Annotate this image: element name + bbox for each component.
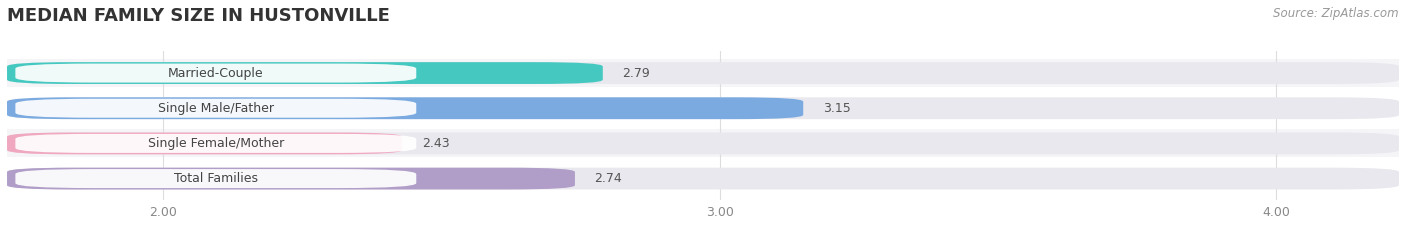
Text: 3.15: 3.15 <box>823 102 851 115</box>
Text: 2.79: 2.79 <box>623 67 650 79</box>
FancyBboxPatch shape <box>15 134 416 153</box>
FancyBboxPatch shape <box>7 164 1399 193</box>
Text: Total Families: Total Families <box>174 172 257 185</box>
FancyBboxPatch shape <box>7 133 1399 154</box>
Text: Married-Couple: Married-Couple <box>167 67 264 79</box>
Text: 2.74: 2.74 <box>595 172 623 185</box>
FancyBboxPatch shape <box>7 97 803 119</box>
Text: Single Male/Father: Single Male/Father <box>157 102 274 115</box>
FancyBboxPatch shape <box>15 64 416 82</box>
Text: 2.43: 2.43 <box>422 137 450 150</box>
FancyBboxPatch shape <box>7 62 603 84</box>
FancyBboxPatch shape <box>7 97 1399 119</box>
FancyBboxPatch shape <box>7 129 1399 158</box>
FancyBboxPatch shape <box>7 94 1399 122</box>
Text: Single Female/Mother: Single Female/Mother <box>148 137 284 150</box>
FancyBboxPatch shape <box>7 133 402 154</box>
Text: Source: ZipAtlas.com: Source: ZipAtlas.com <box>1274 7 1399 20</box>
FancyBboxPatch shape <box>7 62 1399 84</box>
FancyBboxPatch shape <box>15 99 416 118</box>
FancyBboxPatch shape <box>7 168 1399 189</box>
FancyBboxPatch shape <box>7 59 1399 87</box>
FancyBboxPatch shape <box>7 168 575 189</box>
Text: MEDIAN FAMILY SIZE IN HUSTONVILLE: MEDIAN FAMILY SIZE IN HUSTONVILLE <box>7 7 389 25</box>
FancyBboxPatch shape <box>15 169 416 188</box>
